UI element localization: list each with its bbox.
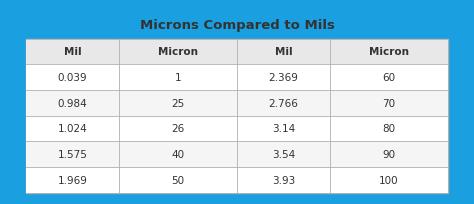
Text: 40: 40 <box>172 150 184 159</box>
Text: 70: 70 <box>383 98 395 108</box>
Bar <box>26 167 448 193</box>
Text: 26: 26 <box>171 124 184 134</box>
Text: 1.024: 1.024 <box>58 124 87 134</box>
Text: 90: 90 <box>383 150 395 159</box>
Text: Microns Compared to Mils: Microns Compared to Mils <box>139 19 335 32</box>
Text: 60: 60 <box>383 73 395 83</box>
Bar <box>26 91 448 116</box>
Text: 3.54: 3.54 <box>272 150 295 159</box>
Text: 80: 80 <box>383 124 395 134</box>
Text: Mil: Mil <box>274 47 292 57</box>
Text: Micron: Micron <box>158 47 198 57</box>
Text: 0.039: 0.039 <box>58 73 87 83</box>
Text: 1.575: 1.575 <box>57 150 87 159</box>
Text: 25: 25 <box>171 98 184 108</box>
Text: 2.369: 2.369 <box>268 73 298 83</box>
Bar <box>26 116 448 142</box>
Bar <box>26 39 448 193</box>
Bar <box>26 142 448 167</box>
Bar <box>26 39 448 65</box>
Text: 2.766: 2.766 <box>268 98 298 108</box>
Text: 1.969: 1.969 <box>57 175 87 185</box>
Text: 50: 50 <box>172 175 184 185</box>
Text: 100: 100 <box>379 175 399 185</box>
Text: 0.984: 0.984 <box>58 98 87 108</box>
Text: Micron: Micron <box>369 47 409 57</box>
Text: 1: 1 <box>174 73 181 83</box>
Bar <box>26 65 448 91</box>
Text: 3.14: 3.14 <box>272 124 295 134</box>
Text: Mil: Mil <box>64 47 81 57</box>
Text: 3.93: 3.93 <box>272 175 295 185</box>
